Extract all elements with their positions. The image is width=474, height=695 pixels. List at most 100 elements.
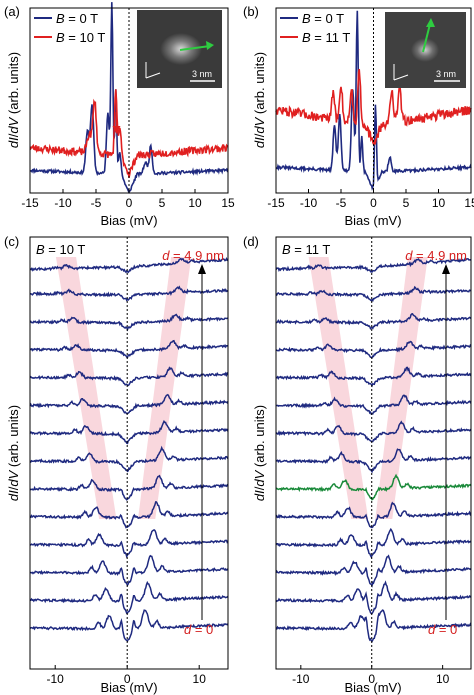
panel-d-shading [308,257,428,519]
trace-3 [275,527,472,559]
trace-7 [29,419,229,445]
panel-c: (c) -10 0 10 Bias (mV) dI/dV (arb. units) … [4,234,229,695]
trace-6 [29,445,229,473]
legend-a-entry-2: B = 10 T [56,30,105,45]
panel-c-d-arrowhead [198,264,206,274]
x-tick-label: 0 [370,196,377,210]
trace-8 [29,393,229,415]
panel-a-x-ticks: -15 -10 -5 0 5 10 15 [21,8,235,210]
trace-0 [29,609,229,643]
inset-b-spot [405,33,445,67]
x-tick-label: 15 [221,196,235,210]
panel-b-legend: B = 0 T B = 11 T [280,11,350,45]
x-tick-label: 15 [464,196,474,210]
panel-d-label: (d) [243,234,259,249]
x-tick-label: 0 [368,672,375,686]
panel-a-xlabel: Bias (mV) [100,213,157,228]
panel-d-x-ticks: -10 0 10 [292,237,450,686]
inset-a-scale-label: 3 nm [192,69,212,79]
panel-a-ylabel: dI/dV (arb. units) [6,52,21,148]
x-tick-label: -10 [300,196,318,210]
trace-5 [29,474,229,501]
inset-b-green-arrow [422,23,431,53]
panel-a-legend: B = 0 T B = 10 T [34,11,105,45]
inset-a-axis-x [145,72,161,79]
panel-c-d-bottom: d = 0 [184,622,213,637]
x-tick-label: 10 [188,196,202,210]
trace-12 [275,285,472,303]
panel-c-ylabel: dI/dV (arb. units) [6,405,21,501]
panel-c-field: B = 10 T [36,242,85,257]
panel-b-inset: 3 nm [385,12,466,88]
panel-a-inset: 3 nm [137,10,222,88]
legend-a-entry-1: B = 0 T [56,11,98,26]
panel-d-d-bottom: d = 0 [428,622,457,637]
spectrum-series-1 [275,10,472,191]
panel-d-ylabel: dI/dV (arb. units) [252,405,267,501]
shade-band-right [375,257,428,519]
x-tick-label: 5 [403,196,410,210]
trace-6 [275,448,472,474]
panel-b-xlabel: Bias (mV) [344,213,401,228]
trace-10 [29,339,229,359]
panel-a-label: (a) [4,4,20,19]
panel-c-x-ticks: -10 0 10 [47,237,207,686]
trace-10 [275,340,472,359]
panel-c-xlabel: Bias (mV) [100,680,157,695]
x-tick-label: 10 [193,672,207,686]
inset-a-arrowhead [206,41,214,50]
shade-band-left [308,257,369,519]
panel-b-label: (b) [243,4,259,19]
inset-b-arrowhead [426,18,435,27]
trace-4 [29,501,229,529]
inset-b-axis-x [393,74,409,81]
trace-5 [275,473,472,501]
trace-11 [29,313,229,332]
x-tick-label: 5 [159,196,166,210]
trace-1 [29,580,229,615]
legend-b-entry-1: B = 0 T [302,11,344,26]
x-tick-label: -10 [292,672,310,686]
panel-d-plot [275,257,472,643]
panel-b-x-ticks: -15 -10 -5 0 5 10 15 [267,8,474,210]
panel-d-xlabel: Bias (mV) [344,680,401,695]
red-arrow-head [112,126,121,134]
trace-9 [276,366,472,388]
panel-c-frame [29,236,229,670]
trace-8 [275,394,472,416]
x-tick-label: -5 [336,196,347,210]
trace-13 [275,257,472,274]
panel-a-red-arrow [112,112,121,134]
trace-13 [29,256,229,274]
shade-band-left [55,257,117,519]
inset-a-spot [155,27,207,67]
panel-a: (a) -15 -10 -5 0 5 10 15 Bias (mV) dI/dV (arb.… [4,2,235,228]
panel-d-d-arrowhead [442,264,450,274]
trace-3 [30,529,229,559]
trace-2 [275,554,472,588]
panel-d: (d) -10 0 10 Bias (mV) dI/dV (arb. units) … [243,234,472,695]
trace-9 [29,366,229,387]
shade-band-right [138,257,192,519]
panel-c-d-top: d = 4.9 nm [162,248,224,263]
trace-12 [29,285,229,302]
x-tick-label: -5 [91,196,102,210]
x-tick-label: 10 [436,672,450,686]
x-tick-label: 0 [124,672,131,686]
inset-a-green-arrow [179,45,211,51]
trace-11 [275,312,472,330]
trace-1 [275,580,472,615]
panel-d-field: B = 11 T [282,242,330,257]
x-tick-label: -10 [47,672,65,686]
trace-7 [275,420,472,443]
panel-d-d-top: d = 4.9 nm [405,248,467,263]
panel-b: (b) -15 -10 -5 0 5 10 15 Bias (mV) dI/dV (arb.… [243,4,474,228]
x-tick-label: -10 [54,196,72,210]
x-tick-label: 0 [126,196,133,210]
trace-2 [29,554,229,587]
trace-0 [275,609,472,643]
panel-d-frame [275,236,472,670]
panel-b-ylabel: dI/dV (arb. units) [252,52,267,148]
x-tick-label: -15 [21,196,39,210]
